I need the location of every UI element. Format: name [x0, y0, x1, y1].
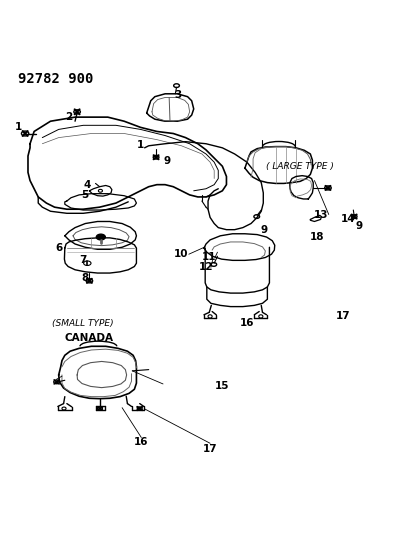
Text: 1: 1 — [137, 140, 144, 150]
Text: 16: 16 — [134, 438, 149, 448]
Text: CANADA: CANADA — [65, 333, 114, 343]
Text: 5: 5 — [82, 190, 89, 200]
Text: ( LARGE TYPE ): ( LARGE TYPE ) — [266, 161, 334, 171]
Text: 9: 9 — [260, 225, 268, 235]
Text: 17: 17 — [203, 443, 218, 454]
Text: 7: 7 — [80, 255, 87, 265]
Ellipse shape — [96, 234, 105, 240]
Text: 6: 6 — [55, 243, 62, 253]
Text: 11: 11 — [202, 253, 217, 262]
Text: 4: 4 — [84, 180, 91, 190]
Text: (SMALL TYPE): (SMALL TYPE) — [52, 319, 114, 328]
Text: 92782 900: 92782 900 — [18, 72, 93, 86]
Text: 9: 9 — [164, 156, 171, 166]
Text: 9: 9 — [356, 221, 363, 231]
Text: 17: 17 — [336, 311, 350, 321]
Text: 15: 15 — [215, 381, 229, 391]
Text: 13: 13 — [314, 209, 329, 220]
Text: 8: 8 — [82, 272, 89, 282]
Text: 10: 10 — [174, 249, 189, 259]
Text: 3: 3 — [175, 90, 182, 100]
Text: 12: 12 — [199, 262, 213, 272]
Text: 16: 16 — [240, 318, 254, 328]
Text: 18: 18 — [310, 232, 325, 242]
Text: 2: 2 — [65, 112, 73, 122]
Text: 1: 1 — [15, 123, 22, 132]
Text: 14: 14 — [341, 214, 356, 224]
